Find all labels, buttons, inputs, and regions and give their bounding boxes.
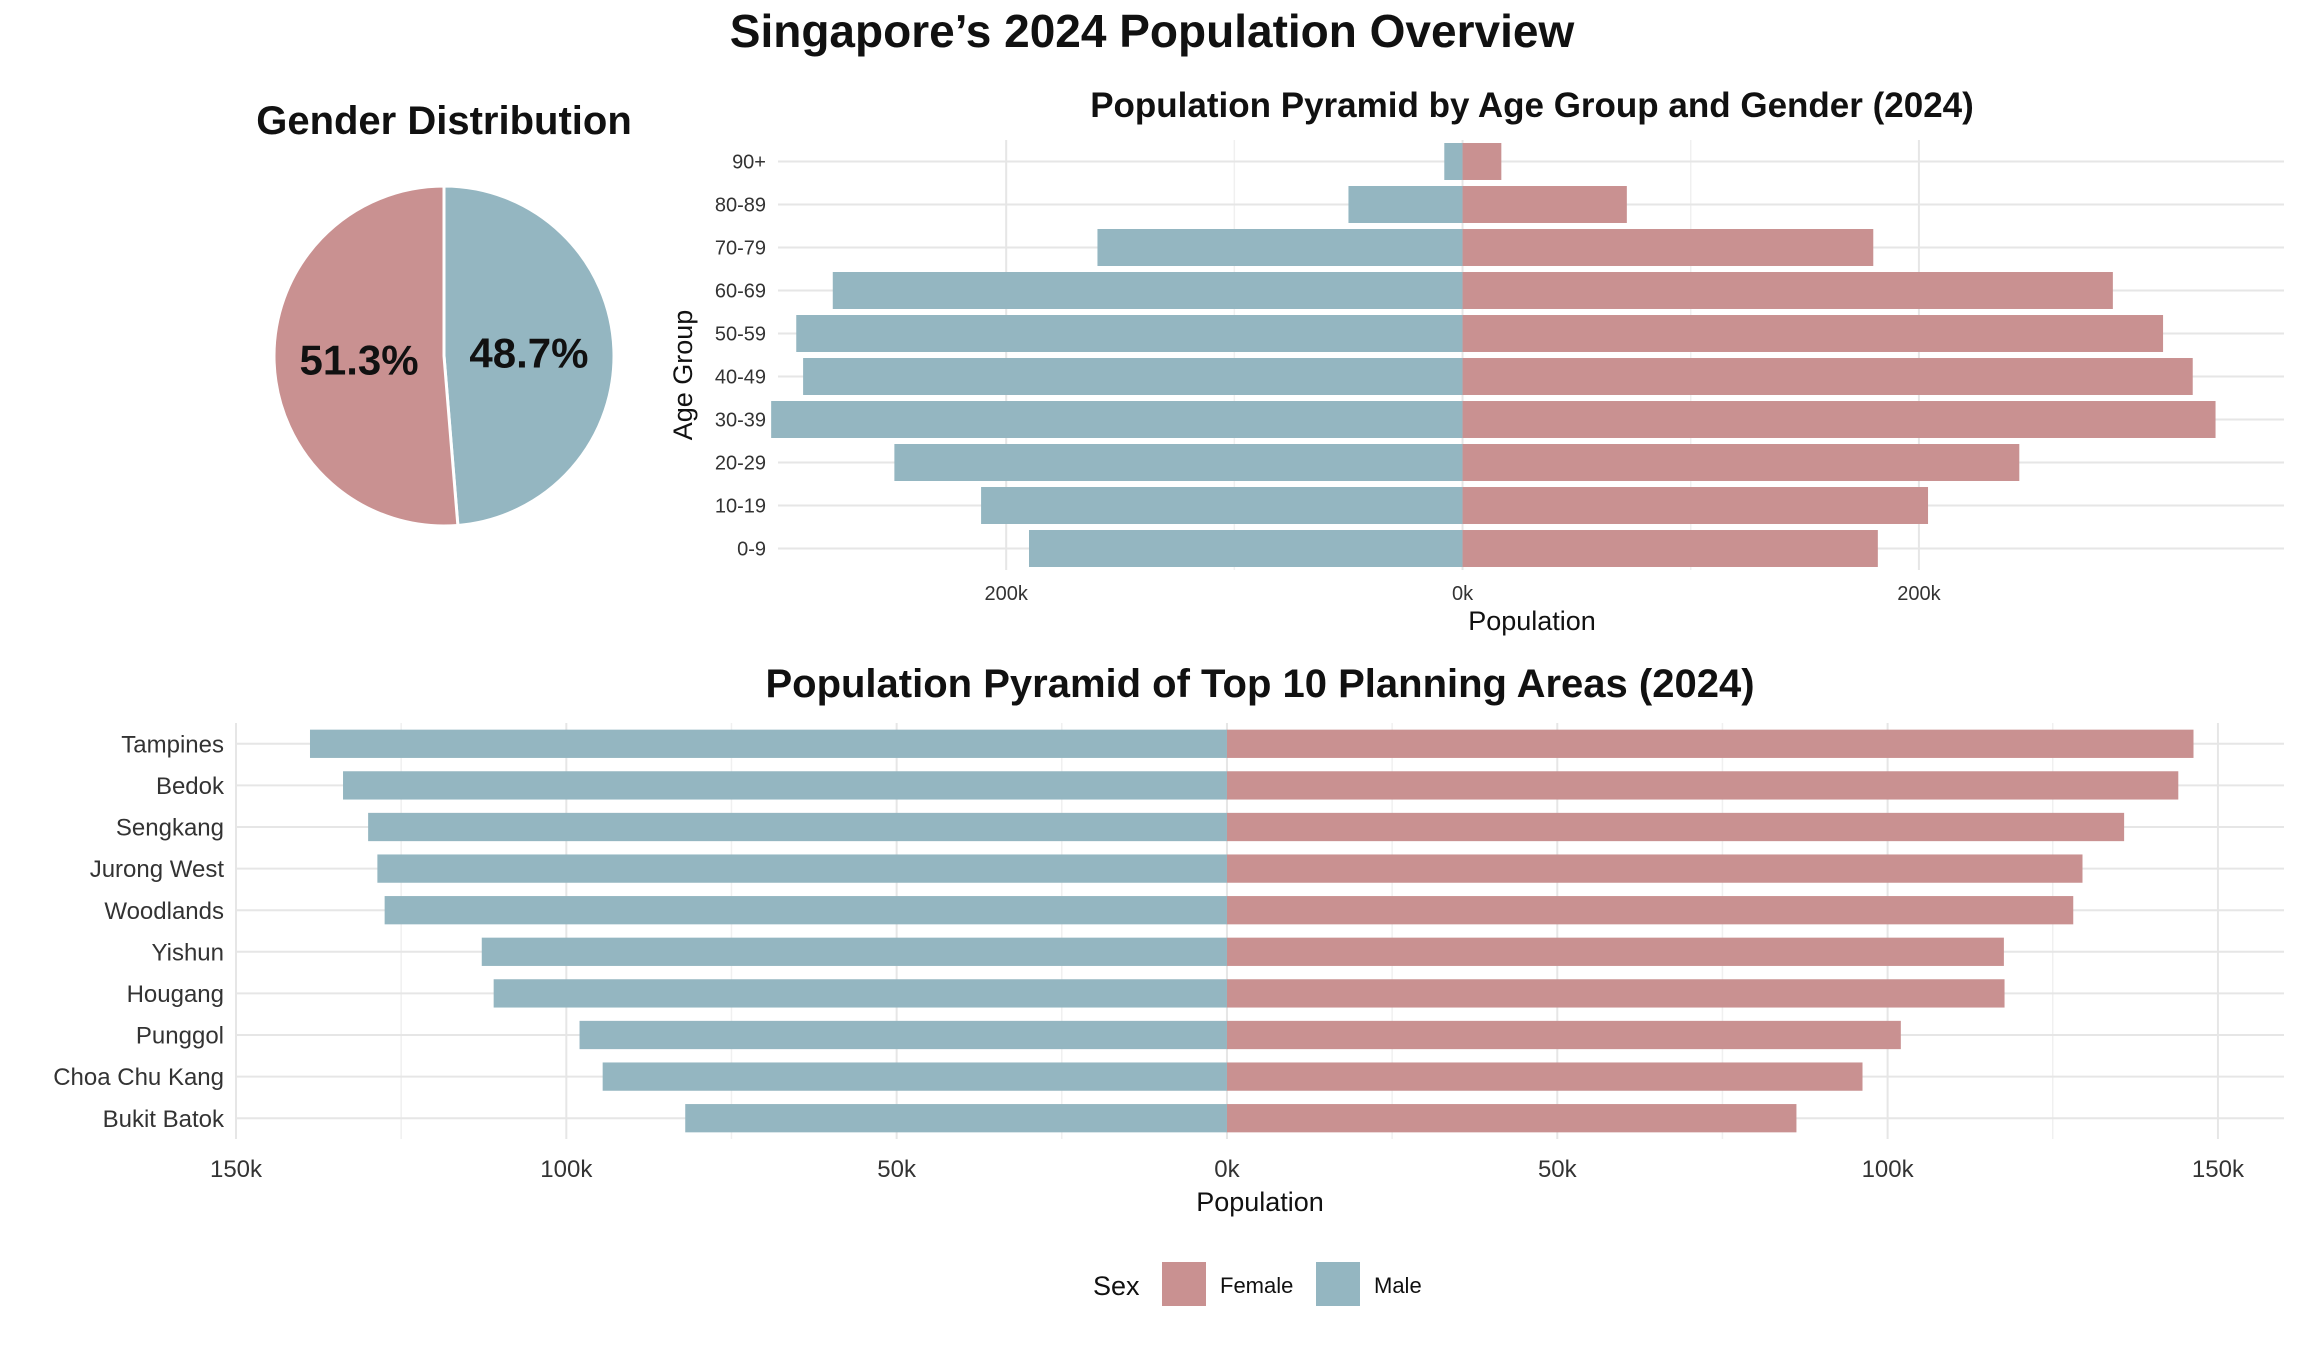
area-bar-male-choa-chu-kang	[602, 1062, 1227, 1091]
age-y-axis-label: Age Group	[668, 310, 698, 441]
age-bar-male-60-69	[832, 272, 1463, 309]
age-pyramid-title: Population Pyramid by Age Group and Gend…	[1090, 86, 1974, 125]
area-bar-male-woodlands	[384, 896, 1227, 925]
legend-label-male: Male	[1374, 1273, 1422, 1298]
pie-slice-male	[442, 184, 616, 528]
age-bar-male-20-29	[894, 444, 1463, 481]
pie-label-male: 48.7%	[469, 330, 588, 377]
age-bar-female-70-79	[1462, 229, 1874, 266]
legend-title: Sex	[1093, 1271, 1140, 1301]
age-bar-female-80-89	[1462, 186, 1627, 223]
age-bar-male-10-19	[981, 487, 1463, 524]
area-x-tick: 0k	[1214, 1156, 1240, 1183]
area-x-tick: 50k	[1538, 1156, 1578, 1183]
age-category-label: 70-79	[715, 238, 766, 260]
age-category-label: 30-39	[715, 410, 766, 432]
area-pyramid-title: Population Pyramid of Top 10 Planning Ar…	[765, 662, 1754, 706]
area-bar-female-tampines	[1226, 729, 2194, 758]
area-bar-male-bedok	[343, 771, 1227, 800]
age-x-tick: 200k	[1897, 583, 1941, 605]
age-bar-female-60-69	[1462, 272, 2113, 309]
area-category-label: Tampines	[121, 731, 224, 758]
area-bar-female-hougang	[1226, 979, 2005, 1008]
age-category-label: 40-49	[715, 367, 766, 389]
age-bar-male-50-59	[796, 315, 1463, 352]
age-bar-male-70-79	[1097, 229, 1463, 266]
age-bars	[771, 143, 2216, 567]
age-x-tick: 0k	[1452, 583, 1474, 605]
area-category-label: Bedok	[156, 773, 225, 800]
area-bar-male-hougang	[493, 979, 1227, 1008]
age-pyramid-panel: Population Pyramid by Age Group and Gend…	[668, 86, 2284, 636]
pie-label-female: 51.3%	[300, 336, 419, 383]
figure-title: Singapore’s 2024 Population Overview	[730, 5, 1575, 57]
area-y-tick-labels: Bukit Batok Choa Chu Kang Punggol Hougang Yi…	[53, 731, 225, 1132]
age-bar-female-50-59	[1462, 315, 2164, 352]
area-x-axis-label: Population	[1196, 1187, 1324, 1217]
area-category-label: Sengkang	[116, 815, 224, 842]
age-bar-male-40-49	[803, 358, 1463, 395]
planning-area-pyramid-panel: Population Pyramid of Top 10 Planning Ar…	[53, 662, 2284, 1217]
age-bar-female-30-39	[1462, 401, 2216, 438]
area-bar-female-bedok	[1226, 771, 2179, 800]
pie-title: Gender Distribution	[256, 99, 632, 143]
pie-slices: 48.7% 51.3%	[272, 184, 616, 528]
gender-pie-panel: Gender Distribution 48.7% 51.3%	[256, 99, 632, 528]
area-category-label: Choa Chu Kang	[53, 1064, 224, 1091]
area-bar-female-woodlands	[1226, 896, 2074, 925]
area-x-tick: 150k	[210, 1156, 263, 1183]
age-bar-male-80-89	[1348, 186, 1463, 223]
age-bar-male-90	[1444, 143, 1463, 180]
pie-slice-female	[272, 184, 460, 528]
age-x-tick: 200k	[984, 583, 1028, 605]
legend: Sex Female Male	[1093, 1262, 1422, 1306]
age-bar-male-0-9	[1029, 530, 1463, 567]
area-bar-female-sengkang	[1226, 812, 2125, 842]
age-x-axis-label: Population	[1468, 606, 1596, 636]
area-bar-female-jurong-west	[1226, 854, 2083, 883]
area-x-tick: 150k	[2192, 1156, 2245, 1183]
age-x-tick-labels: 200k 0k 200k	[984, 583, 1941, 605]
area-x-tick: 100k	[1862, 1156, 1915, 1183]
area-bar-male-yishun	[481, 937, 1227, 966]
legend-label-female: Female	[1220, 1273, 1293, 1298]
area-category-label: Yishun	[152, 939, 225, 966]
area-x-tick: 100k	[540, 1156, 593, 1183]
legend-key-female	[1162, 1262, 1206, 1306]
age-bar-female-40-49	[1462, 358, 2193, 395]
age-bar-female-20-29	[1462, 444, 2020, 481]
age-category-label: 20-29	[715, 453, 766, 475]
area-bar-male-sengkang	[368, 812, 1227, 842]
legend-key-male	[1316, 1262, 1360, 1306]
age-category-label: 90+	[732, 152, 766, 174]
age-category-label: 50-59	[715, 324, 766, 346]
area-category-label: Punggol	[136, 1023, 224, 1050]
area-bar-male-jurong-west	[377, 854, 1227, 883]
area-bar-male-punggol	[579, 1020, 1227, 1050]
area-category-label: Hougang	[127, 981, 224, 1008]
age-bar-female-10-19	[1462, 487, 1929, 524]
age-category-label: 60-69	[715, 281, 766, 303]
age-category-label: 10-19	[715, 496, 766, 518]
age-bar-male-30-39	[771, 401, 1463, 438]
area-category-label: Woodlands	[104, 898, 224, 925]
area-x-tick: 50k	[877, 1156, 917, 1183]
age-bar-female-90	[1462, 143, 1502, 180]
area-bar-female-bukit-batok	[1226, 1104, 1797, 1133]
age-category-label: 80-89	[715, 195, 766, 217]
area-bar-female-punggol	[1226, 1020, 1901, 1050]
area-x-tick-labels: 150k 100k 50k 0k 50k 100k 150k	[210, 1156, 2245, 1183]
age-bar-female-0-9	[1462, 530, 1878, 567]
area-bars	[309, 729, 2194, 1133]
area-bar-female-yishun	[1226, 937, 2004, 966]
area-category-label: Bukit Batok	[103, 1106, 225, 1133]
age-y-tick-labels: 0-9 10-19 20-29 30-39 40-49 50-59 60-69 70-79 80…	[715, 152, 766, 561]
area-bar-female-choa-chu-kang	[1226, 1062, 1863, 1091]
age-category-label: 0-9	[737, 539, 766, 561]
area-category-label: Jurong West	[90, 856, 225, 883]
area-bar-male-bukit-batok	[685, 1104, 1227, 1133]
area-bar-male-tampines	[309, 729, 1227, 758]
